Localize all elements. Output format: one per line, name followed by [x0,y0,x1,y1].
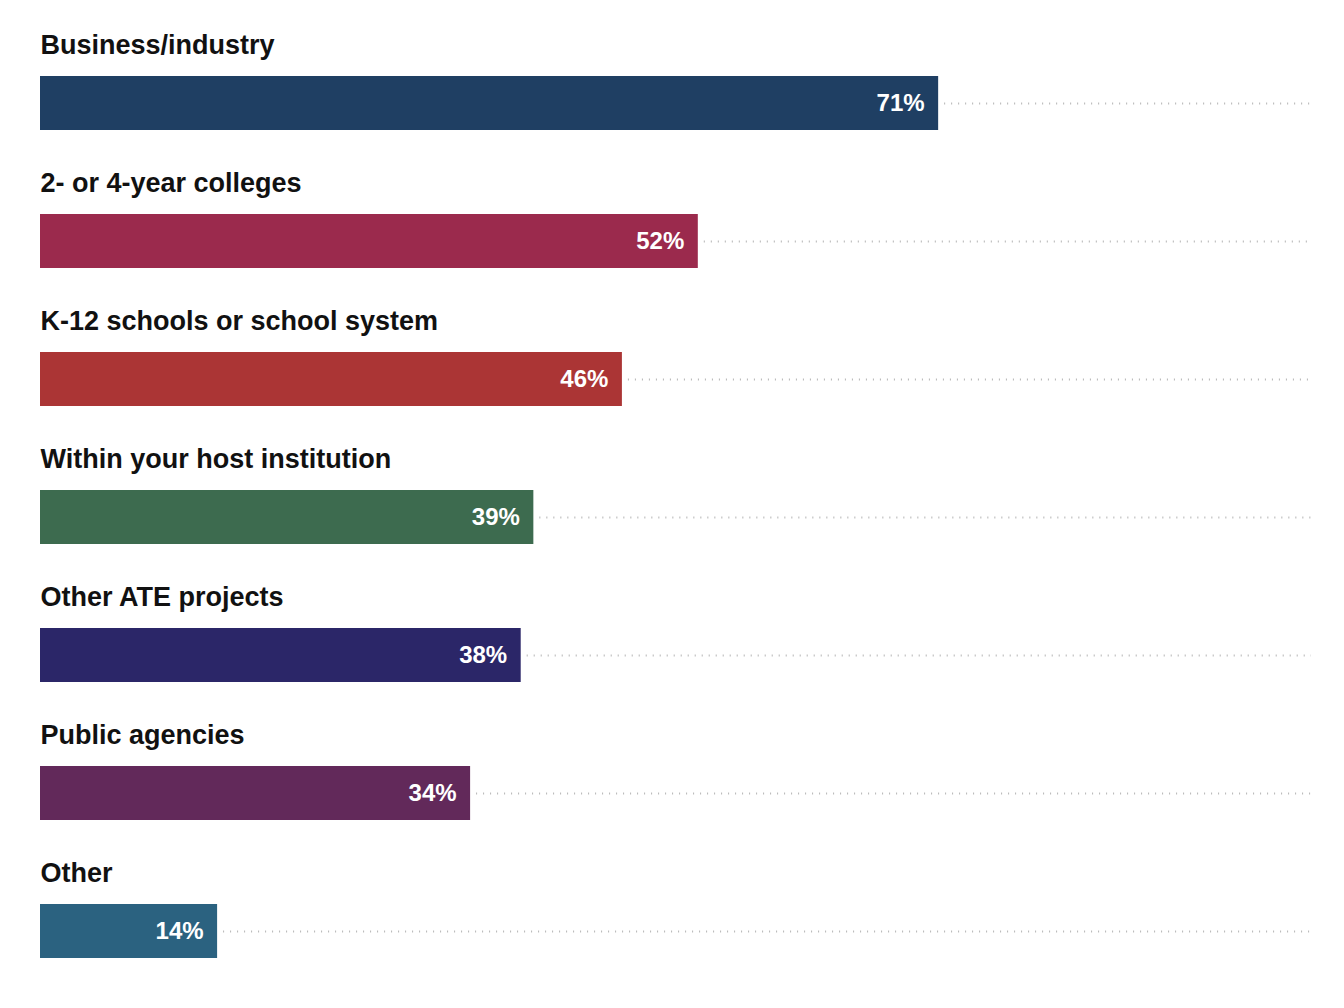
svg-text:Other: Other [41,858,114,888]
svg-text:2- or 4-year colleges: 2- or 4-year colleges [41,168,302,198]
svg-text:Within your host institution: Within your host institution [41,444,392,474]
svg-text:71%: 71% [877,89,925,116]
svg-text:46%: 46% [560,365,608,392]
svg-text:39%: 39% [472,503,520,530]
svg-text:K-12 schools or school system: K-12 schools or school system [41,306,439,336]
svg-text:34%: 34% [409,779,457,806]
svg-text:Business/industry: Business/industry [41,30,275,60]
svg-text:Public agencies: Public agencies [41,720,245,750]
svg-text:Other ATE projects: Other ATE projects [41,582,284,612]
svg-text:38%: 38% [459,641,507,668]
svg-text:14%: 14% [156,917,204,944]
svg-text:52%: 52% [636,227,684,254]
